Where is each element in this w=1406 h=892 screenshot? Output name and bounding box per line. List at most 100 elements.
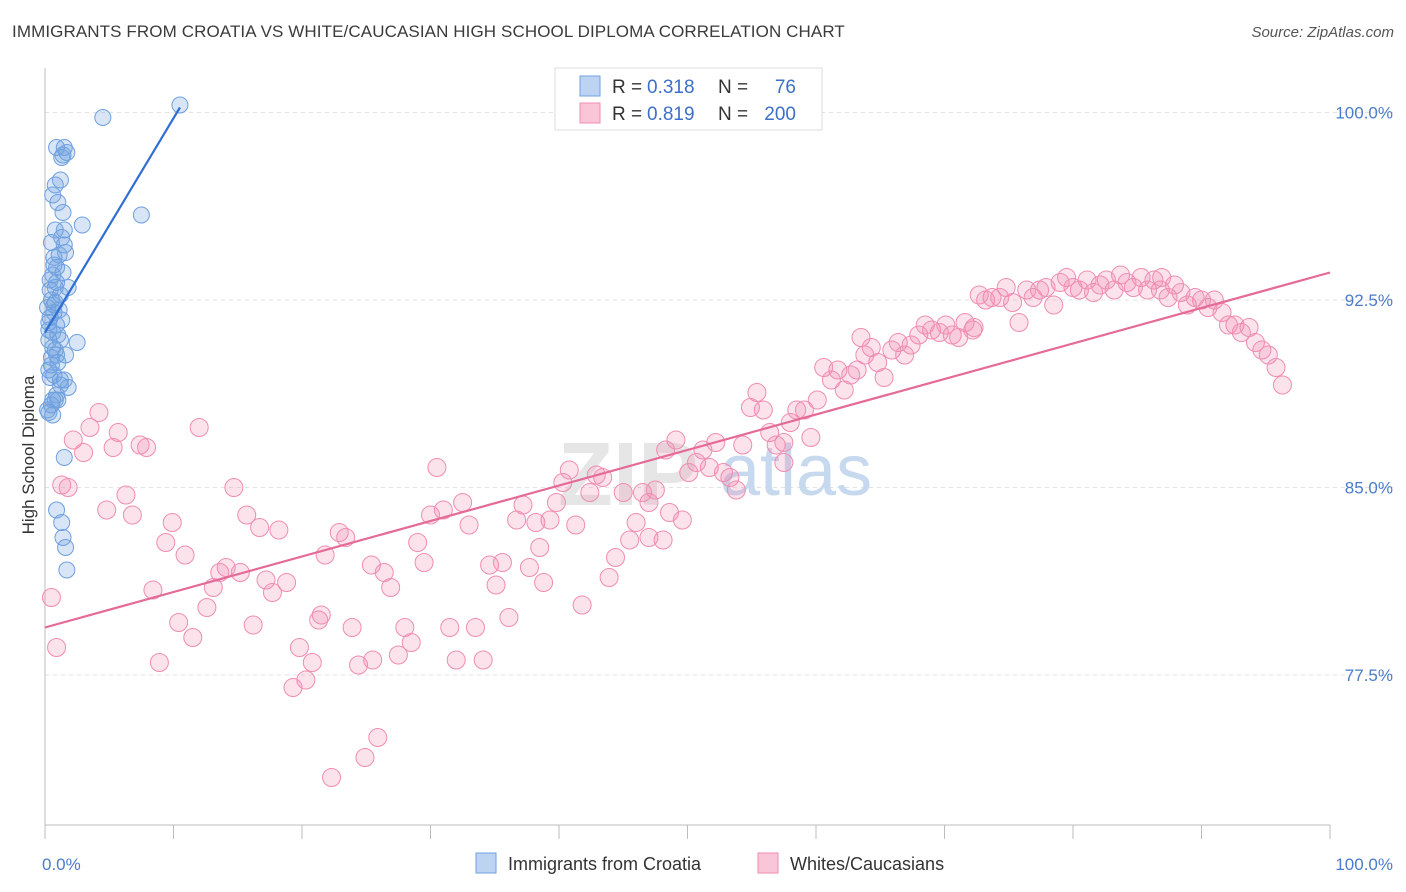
data-point-whites — [256, 570, 276, 590]
data-point-whites — [559, 460, 579, 480]
data-point-whites — [874, 368, 894, 387]
data-point-whites — [990, 288, 1010, 307]
data-point-whites — [250, 518, 270, 537]
data-point-whites — [534, 573, 554, 592]
data-point-croatia — [45, 256, 63, 274]
data-point-croatia — [54, 529, 72, 546]
data-point-whites — [639, 528, 659, 547]
data-point-whites — [1252, 340, 1272, 360]
data-point-whites — [388, 645, 408, 665]
data-point-whites — [901, 335, 921, 355]
trendline-whites — [44, 271, 1331, 629]
data-point-whites — [103, 438, 123, 457]
data-point-whites — [747, 383, 767, 402]
data-point-whites — [289, 638, 309, 657]
series-pink — [41, 265, 1292, 787]
data-point-whites — [847, 360, 867, 380]
data-point-whites — [882, 340, 902, 360]
data-point-whites — [427, 458, 447, 477]
data-point-croatia — [53, 514, 71, 531]
legend-r-value: 0.819 — [647, 104, 695, 125]
data-point-whites — [492, 553, 512, 572]
data-point-whites — [459, 515, 479, 535]
y-tick-labels: 77.5% 85.0% 92.5% 100.0% — [1335, 104, 1393, 686]
data-point-whites — [329, 523, 349, 542]
trendlines — [44, 106, 1331, 629]
data-point-whites — [774, 433, 794, 452]
data-point-whites — [381, 578, 401, 597]
data-point-whites — [613, 483, 633, 502]
watermark-zip: ZIP — [558, 425, 698, 525]
data-point-croatia — [49, 326, 67, 344]
data-point-croatia — [39, 401, 57, 419]
data-point-whites — [639, 493, 659, 512]
data-point-whites — [1111, 265, 1131, 285]
data-point-whites — [1123, 278, 1143, 297]
data-point-croatia — [68, 334, 86, 351]
legend-swatch-pink — [579, 102, 601, 124]
data-point-whites — [162, 513, 182, 532]
x-tick-labels: 0.0% 100.0% — [42, 855, 1393, 874]
data-point-whites — [807, 390, 827, 410]
source-credit: Source: ZipAtlas.com — [1251, 24, 1394, 41]
legend-r-label: R = — [612, 104, 642, 125]
data-point-whites — [143, 580, 163, 600]
data-point-croatia — [51, 171, 69, 189]
data-point-croatia — [40, 321, 58, 339]
data-point-whites — [530, 538, 550, 557]
data-point-whites — [243, 615, 263, 635]
data-point-whites — [63, 430, 83, 450]
data-point-whites — [363, 650, 383, 670]
data-point-whites — [1036, 278, 1056, 297]
data-point-croatia — [41, 281, 59, 299]
legend-swatch-blue — [579, 75, 601, 97]
data-point-whites — [526, 513, 546, 532]
data-point-whites — [841, 365, 861, 385]
data-point-croatia — [57, 346, 75, 364]
data-point-whites — [1212, 303, 1232, 322]
data-point-whites — [699, 458, 719, 477]
data-point-whites — [1077, 270, 1097, 290]
data-point-whites — [513, 495, 533, 515]
data-point-whites — [679, 463, 699, 482]
data-point-whites — [116, 485, 136, 505]
data-point-whites — [666, 430, 686, 450]
data-point-croatia — [58, 561, 76, 579]
gridlines — [45, 112, 1395, 676]
data-point-whites — [1003, 293, 1023, 312]
data-point-whites — [262, 583, 282, 602]
data-point-whites — [572, 595, 592, 615]
data-point-whites — [1057, 268, 1077, 287]
data-point-whites — [224, 478, 244, 497]
data-point-whites — [620, 530, 640, 550]
data-point-whites — [1171, 283, 1191, 302]
data-point-whites — [851, 328, 871, 347]
trendline-croatia — [44, 106, 181, 334]
data-point-whites — [237, 505, 257, 525]
data-point-whites — [955, 313, 975, 332]
data-point-whites — [311, 605, 331, 625]
data-point-whites — [269, 520, 289, 540]
y-axis-label: High School Diploma — [19, 375, 38, 534]
y-tick-label: 92.5% — [1345, 291, 1393, 310]
data-point-whites — [1177, 295, 1197, 315]
data-point-whites — [446, 650, 466, 670]
data-point-croatia — [40, 361, 58, 379]
bottom-legend-label-blue: Immigrants from Croatia — [508, 854, 702, 874]
x-tick-label: 0.0% — [42, 855, 81, 874]
bottom-legend-swatch-blue — [475, 852, 497, 874]
data-point-whites — [801, 428, 821, 447]
data-point-croatia — [57, 539, 75, 556]
legend-n-value: 200 — [764, 104, 796, 125]
data-point-croatia — [55, 449, 73, 466]
watermark-atlas: atlas — [720, 431, 872, 511]
legend-n-label: N = — [718, 104, 748, 125]
data-point-whites — [1069, 280, 1089, 300]
data-point-whites — [440, 618, 460, 637]
data-point-whites — [909, 325, 929, 345]
legend-r-value: 0.318 — [647, 77, 695, 98]
data-point-croatia — [42, 356, 60, 374]
data-point-whites — [713, 463, 733, 482]
data-point-whites — [566, 515, 586, 535]
data-point-whites — [197, 598, 217, 617]
